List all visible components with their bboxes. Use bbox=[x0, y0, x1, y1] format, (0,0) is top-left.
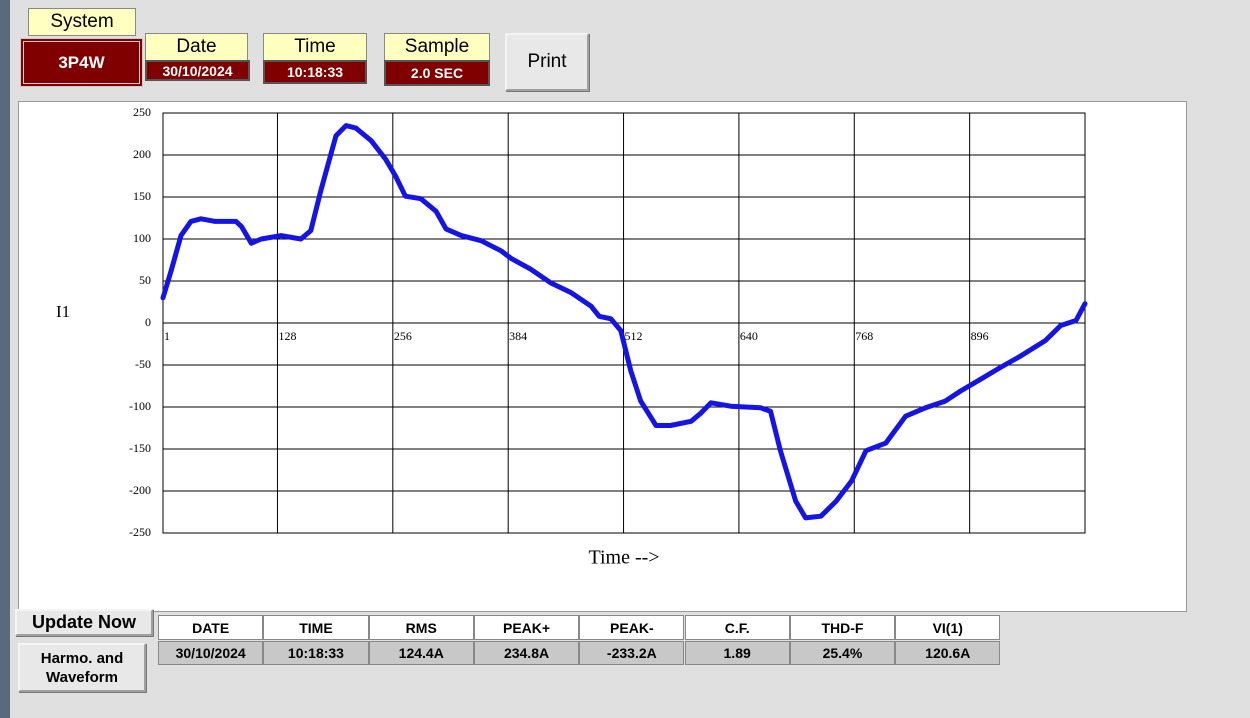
time-value: 10:18:33 bbox=[263, 60, 367, 84]
y-tick-label: -250 bbox=[129, 525, 151, 539]
x-tick-label: 512 bbox=[625, 329, 643, 343]
date-value: 30/10/2024 bbox=[145, 60, 250, 81]
column-header: PEAK- bbox=[579, 615, 685, 640]
y-tick-label: 250 bbox=[133, 105, 151, 119]
x-tick-label: 768 bbox=[855, 329, 873, 343]
y-tick-label: 100 bbox=[133, 231, 151, 245]
print-button[interactable]: Print bbox=[505, 33, 589, 91]
y-tick-label: -100 bbox=[129, 399, 151, 413]
table-cell: 120.6A bbox=[895, 641, 1001, 665]
y-tick-label: -50 bbox=[135, 357, 151, 371]
y-tick-label: 150 bbox=[133, 189, 151, 203]
chart: I1 Time --> -250 -200 -150 -100 -50 0 50 100 150… bbox=[56, 105, 1088, 569]
y-tick-label: 200 bbox=[133, 147, 151, 161]
sample-label: Sample bbox=[384, 33, 490, 61]
y-axis-label: I1 bbox=[56, 302, 70, 321]
table-cell: 234.8A bbox=[473, 641, 580, 665]
column-header: THD-F bbox=[789, 615, 896, 640]
table-cell: 10:18:33 bbox=[263, 641, 369, 665]
column-header: TIME bbox=[263, 615, 369, 640]
y-tick-label: -200 bbox=[129, 483, 151, 497]
table-cell: 1.89 bbox=[684, 641, 790, 665]
desktop-edge bbox=[0, 0, 10, 718]
time-label: Time bbox=[263, 33, 367, 61]
column-header: PEAK+ bbox=[473, 615, 580, 640]
table-cell: -233.2A bbox=[579, 641, 685, 665]
table-cell: 25.4% bbox=[789, 641, 896, 665]
x-tick-label: 1 bbox=[164, 329, 170, 343]
x-tick-label: 896 bbox=[971, 329, 989, 343]
column-header: RMS bbox=[368, 615, 474, 640]
column-header: VI(1) bbox=[895, 615, 1001, 640]
y-tick-label: 0 bbox=[145, 315, 151, 329]
x-tick-label: 128 bbox=[278, 329, 296, 343]
column-header: DATE bbox=[158, 615, 264, 640]
system-value: 3P4W bbox=[20, 38, 143, 87]
y-tick-label: -150 bbox=[129, 441, 151, 455]
x-tick-label: 384 bbox=[509, 329, 527, 343]
x-tick-label: 256 bbox=[394, 329, 412, 343]
system-label: System bbox=[28, 8, 136, 36]
x-tick-label: 640 bbox=[740, 329, 758, 343]
harmo-button[interactable]: Harmo. and Waveform bbox=[18, 643, 146, 692]
table-cell: 30/10/2024 bbox=[158, 641, 264, 665]
update-button[interactable]: Update Now bbox=[15, 609, 153, 636]
x-axis-label: Time --> bbox=[588, 547, 659, 569]
column-header: C.F. bbox=[684, 615, 790, 640]
waveform-line bbox=[160, 123, 1088, 521]
chart-panel: I1 Time --> -250 -200 -150 -100 -50 0 50 100 150… bbox=[18, 101, 1187, 612]
date-label: Date bbox=[145, 33, 248, 61]
sample-value: 2.0 SEC bbox=[384, 60, 490, 86]
y-tick-label: 50 bbox=[139, 273, 151, 287]
table-cell: 124.4A bbox=[368, 641, 474, 665]
